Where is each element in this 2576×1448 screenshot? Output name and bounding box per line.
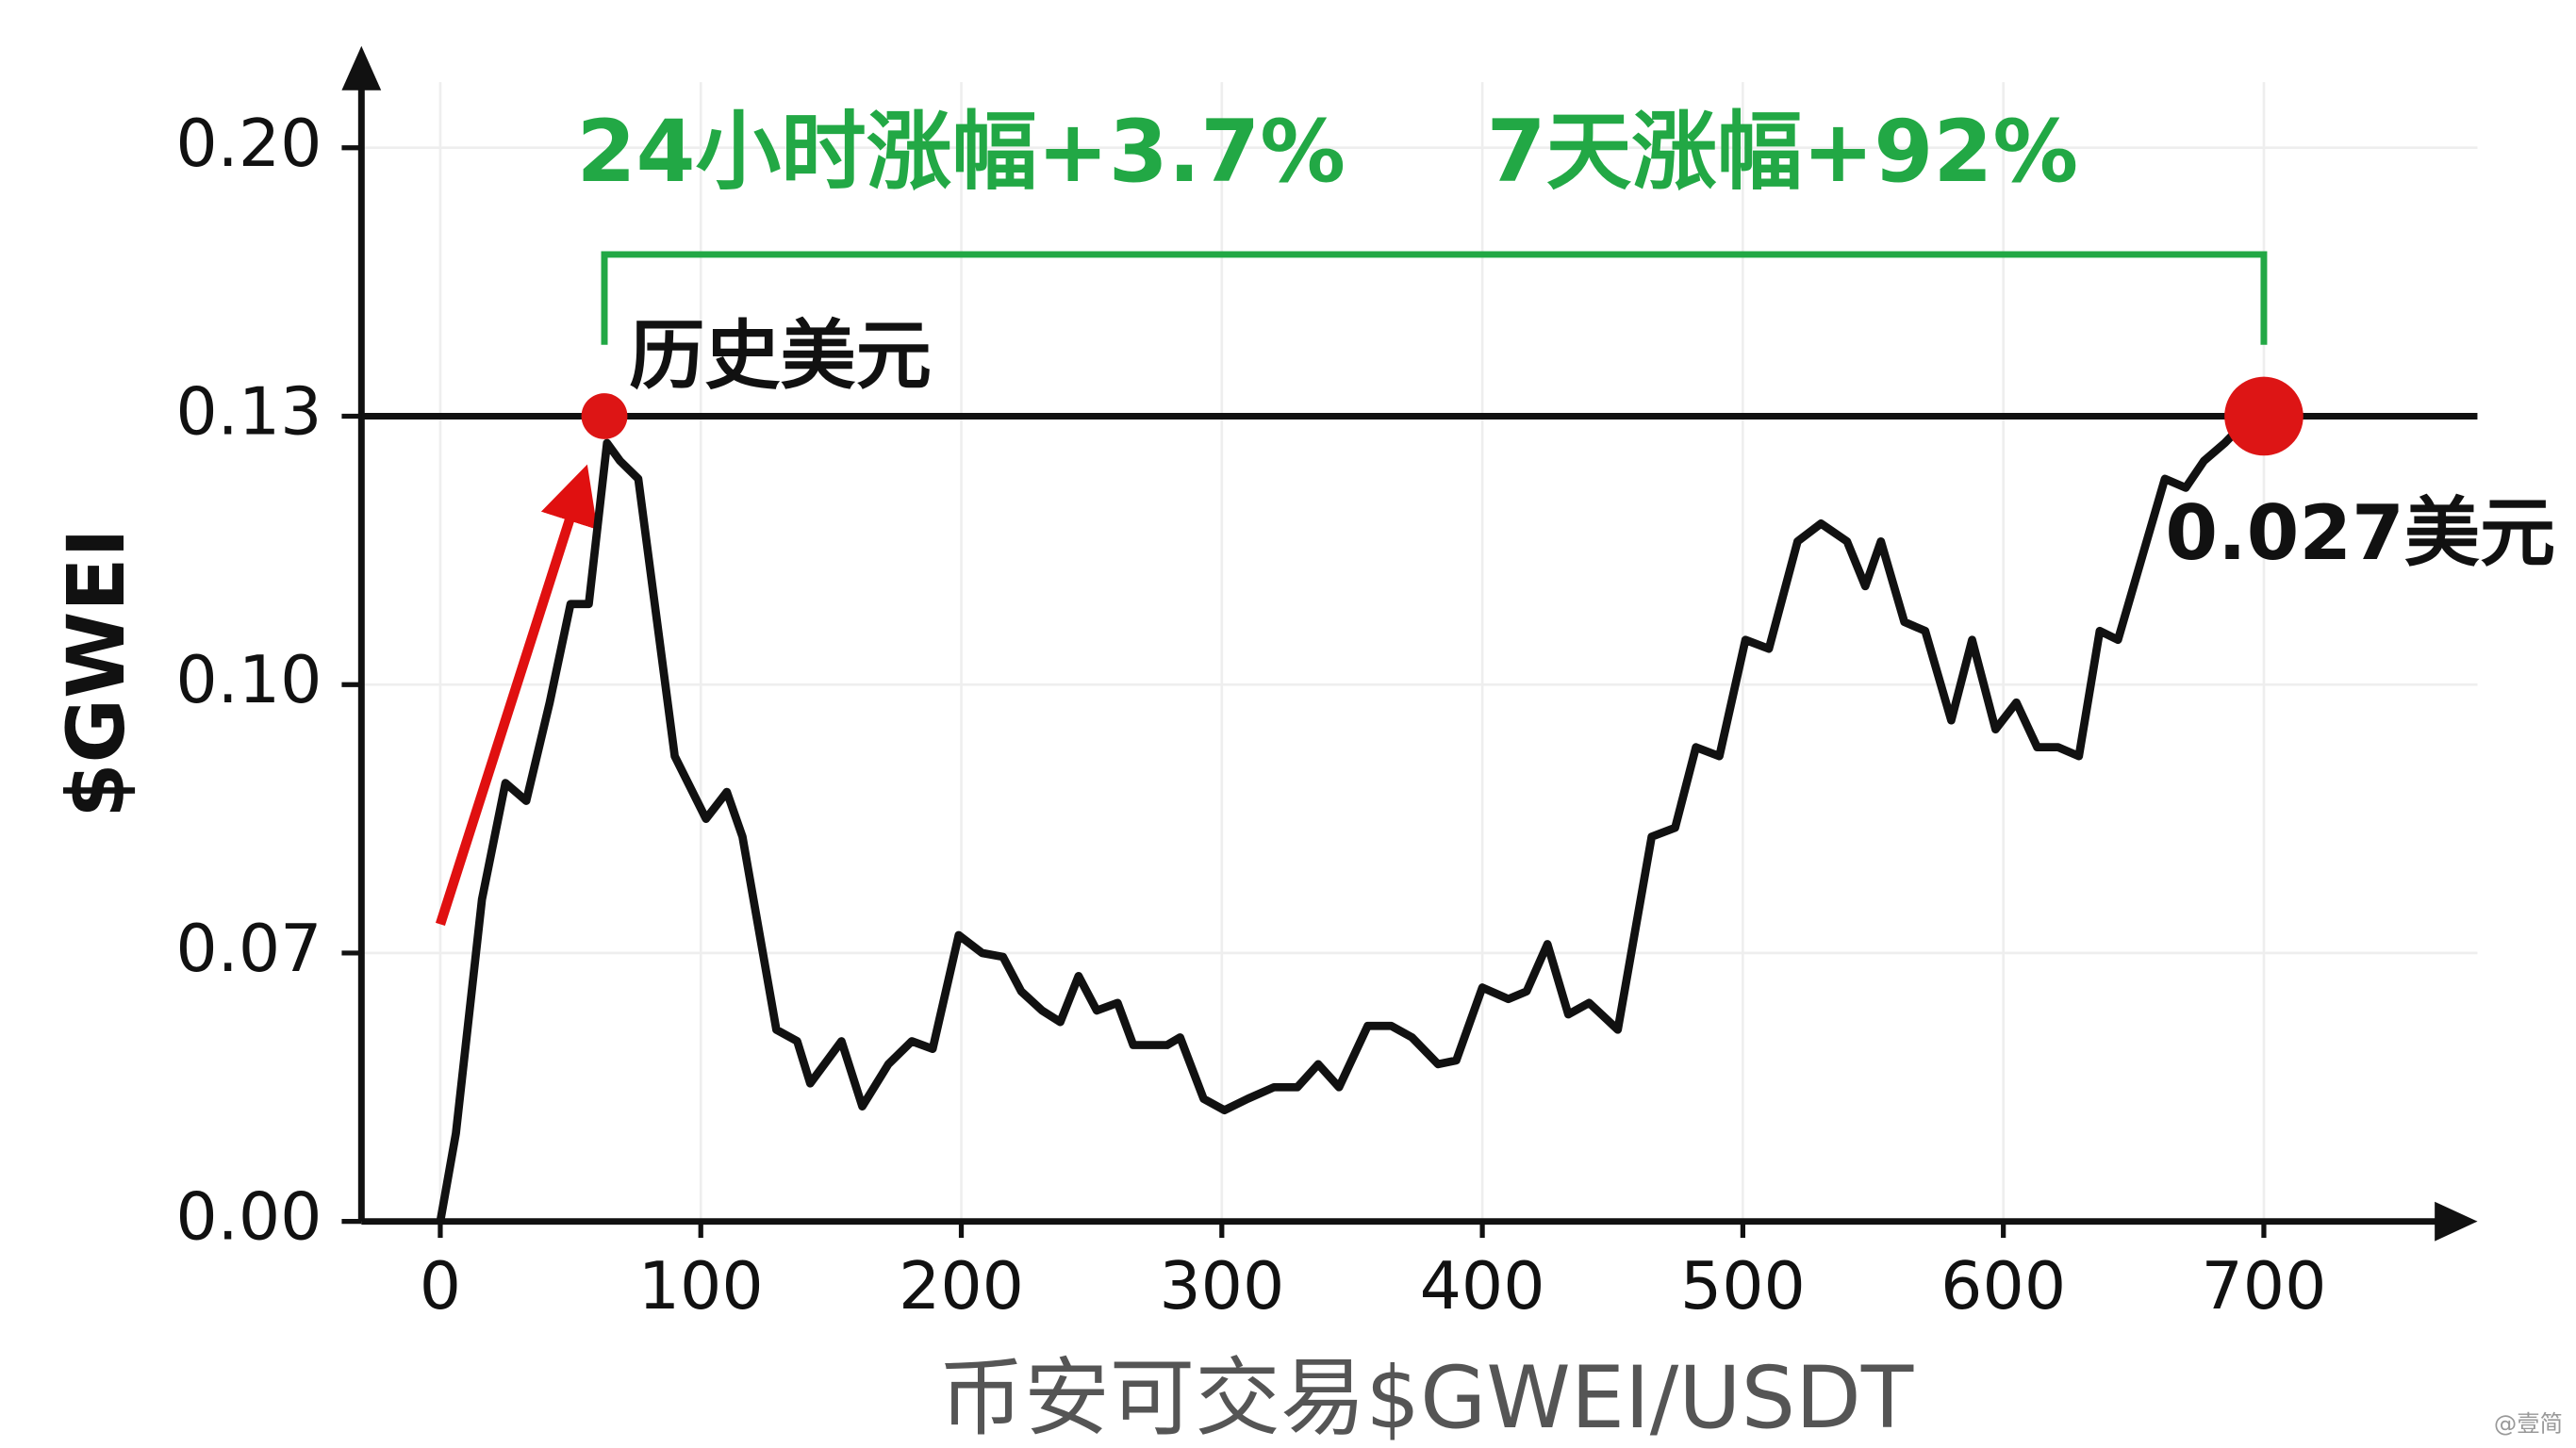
change-7d: 7天涨幅+92%: [1487, 103, 2079, 202]
y-tick-label: 0.00: [175, 1179, 322, 1256]
x-axis-arrow: [2435, 1201, 2478, 1242]
y-tick-label: 0.20: [175, 106, 322, 182]
marker: [2224, 376, 2304, 456]
peak-label: 历史美元: [629, 312, 932, 400]
marker: [581, 393, 628, 439]
y-tick-label: 0.13: [175, 374, 322, 451]
x-tick-label: 600: [1940, 1248, 2066, 1325]
x-tick-label: 300: [1159, 1248, 1284, 1325]
y-tick-label: 0.10: [175, 642, 322, 718]
x-tick-label: 0: [420, 1248, 461, 1325]
x-tick-label: 100: [638, 1248, 764, 1325]
y-axis-label: $GWEI: [50, 528, 142, 817]
x-tick-label: 700: [2201, 1248, 2326, 1325]
range-bracket: [601, 251, 2268, 345]
change-24h: 24小时涨幅+3.7%: [577, 103, 1346, 202]
x-axis-label: 币安可交易$GWEI/USDT: [939, 1349, 1914, 1448]
y-axis-arrow: [341, 45, 382, 90]
x-tick-label: 500: [1680, 1248, 1806, 1325]
watermark: @壹简: [2494, 1410, 2563, 1438]
last-label: 0.027美元: [2165, 489, 2555, 577]
price-line: [436, 413, 2254, 1223]
y-tick-label: 0.07: [175, 911, 322, 987]
x-tick-label: 400: [1420, 1248, 1545, 1325]
x-tick-label: 200: [899, 1248, 1024, 1325]
grid: [361, 82, 2478, 1223]
trend-arrow: [435, 464, 598, 927]
